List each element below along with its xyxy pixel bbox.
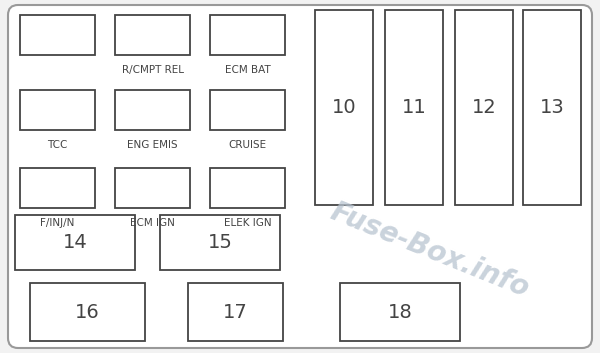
Text: 12: 12 [472, 98, 496, 117]
Text: ELEK IGN: ELEK IGN [224, 218, 271, 228]
Text: ECM BAT: ECM BAT [224, 65, 271, 75]
Text: 11: 11 [401, 98, 427, 117]
Text: ECM IGN: ECM IGN [130, 218, 175, 228]
Bar [15, 215, 135, 270]
Text: 10: 10 [332, 98, 356, 117]
FancyBboxPatch shape [8, 5, 592, 348]
Bar [210, 90, 285, 130]
Text: 17: 17 [223, 303, 248, 322]
Bar [523, 10, 581, 205]
Bar [315, 10, 373, 205]
Bar [115, 90, 190, 130]
Bar [115, 168, 190, 208]
Bar [20, 15, 95, 55]
Bar [210, 15, 285, 55]
Bar [210, 168, 285, 208]
Bar [188, 283, 283, 341]
Text: F/INJ/N: F/INJ/N [40, 218, 74, 228]
Text: CRUISE: CRUISE [229, 140, 266, 150]
Text: TCC: TCC [47, 140, 68, 150]
Text: 15: 15 [208, 233, 232, 252]
Bar [20, 90, 95, 130]
Bar [385, 10, 443, 205]
Bar [160, 215, 280, 270]
Text: 18: 18 [388, 303, 412, 322]
Text: Fuse-Box.info: Fuse-Box.info [326, 197, 533, 303]
Bar [115, 15, 190, 55]
Bar [20, 168, 95, 208]
Bar [30, 283, 145, 341]
Text: ENG EMIS: ENG EMIS [127, 140, 178, 150]
Text: 13: 13 [539, 98, 565, 117]
Text: 14: 14 [62, 233, 88, 252]
Text: R/CMPT REL: R/CMPT REL [121, 65, 184, 75]
Text: 16: 16 [75, 303, 100, 322]
Bar [455, 10, 513, 205]
Bar [340, 283, 460, 341]
